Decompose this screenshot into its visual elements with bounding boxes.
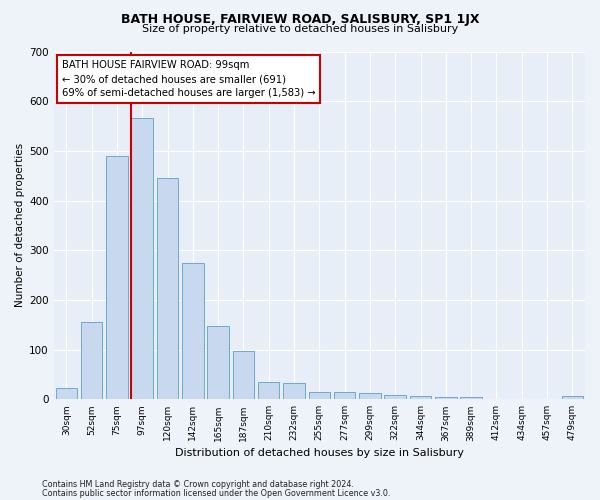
Text: Size of property relative to detached houses in Salisbury: Size of property relative to detached ho… (142, 24, 458, 34)
Bar (106, 156, 128, 400)
Text: Contains public sector information licensed under the Open Government Licence v3: Contains public sector information licen… (42, 489, 391, 498)
Bar (385, 396, 406, 400)
Bar (81, 322, 103, 400)
Text: Contains HM Land Registry data © Crown copyright and database right 2024.: Contains HM Land Registry data © Crown c… (42, 480, 354, 489)
Text: BATH HOUSE FAIRVIEW ROAD: 99sqm
← 30% of detached houses are smaller (691)
69% o: BATH HOUSE FAIRVIEW ROAD: 99sqm ← 30% of… (62, 60, 315, 98)
Y-axis label: Number of detached properties: Number of detached properties (15, 144, 25, 308)
X-axis label: Distribution of detached houses by size in Salisbury: Distribution of detached houses by size … (175, 448, 464, 458)
Bar (182, 262, 203, 400)
Bar (283, 384, 305, 400)
Bar (258, 382, 280, 400)
Bar (131, 118, 153, 400)
Bar (56, 388, 77, 400)
Text: BATH HOUSE, FAIRVIEW ROAD, SALISBURY, SP1 1JX: BATH HOUSE, FAIRVIEW ROAD, SALISBURY, SP… (121, 12, 479, 26)
Bar (308, 392, 330, 400)
Bar (460, 397, 482, 400)
Bar (157, 178, 178, 400)
Bar (334, 392, 355, 400)
Bar (359, 394, 380, 400)
Bar (410, 396, 431, 400)
Bar (208, 326, 229, 400)
Bar (435, 397, 457, 400)
Bar (562, 396, 583, 400)
Bar (233, 351, 254, 400)
